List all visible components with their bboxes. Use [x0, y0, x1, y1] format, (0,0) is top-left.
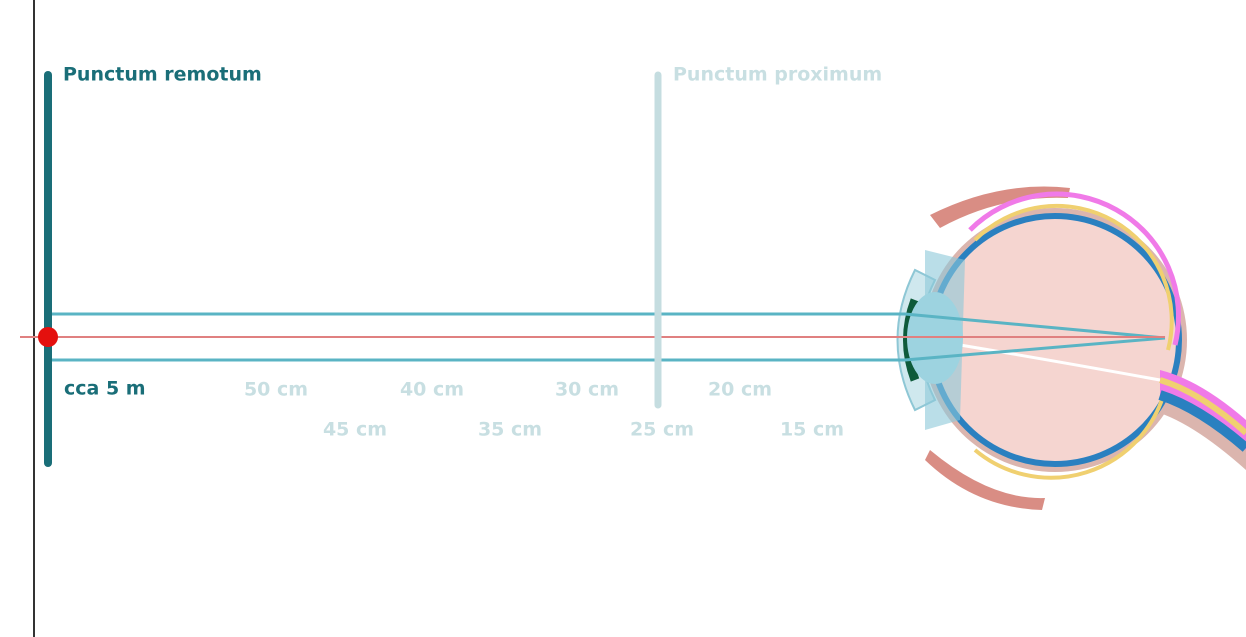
scale-label: 15 cm [780, 419, 844, 441]
eye [896, 186, 1246, 510]
far-point-dot [38, 327, 58, 347]
scale-label: 50 cm [244, 379, 308, 401]
scale-label: 40 cm [400, 379, 464, 401]
near-point-label: Punctum proximum [673, 64, 882, 86]
scale-label: 45 cm [323, 419, 387, 441]
far-point-label: Punctum remotum [63, 64, 262, 86]
scale-label: 25 cm [630, 419, 694, 441]
scale-label: 30 cm [555, 379, 619, 401]
distance-label: cca 5 m [64, 378, 146, 400]
scale-label: 35 cm [478, 419, 542, 441]
scale-label: 20 cm [708, 379, 772, 401]
ray [48, 336, 1166, 362]
ray [48, 312, 1166, 340]
